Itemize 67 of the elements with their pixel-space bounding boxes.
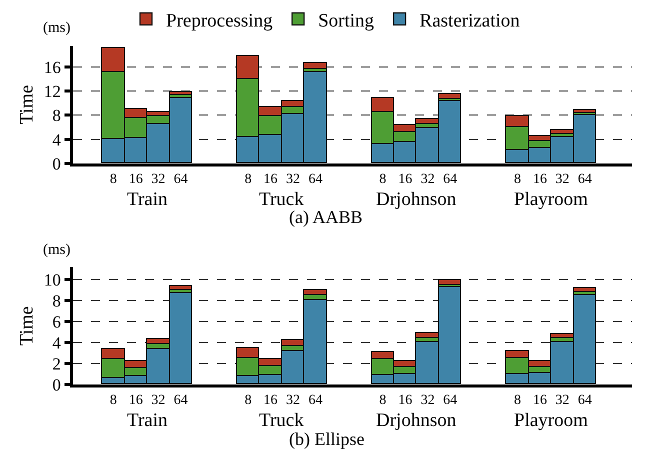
text: (ms) — [43, 20, 70, 36]
x-tick-label: 64 — [443, 393, 458, 408]
y-axis-title: Time — [16, 84, 38, 124]
bar — [438, 278, 461, 286]
x-tick-label: 32 — [151, 172, 166, 187]
x-tick-label: 64 — [174, 393, 188, 408]
y-tick-label: 4 — [52, 130, 62, 150]
x-tick-label: 16 — [264, 393, 278, 408]
text: (a) AABB — [289, 207, 362, 227]
y-tick-label: 10 — [44, 270, 61, 290]
y-tick-label: 12 — [44, 82, 61, 102]
x-tick-label: 8 — [379, 172, 386, 187]
x-tick-label: 32 — [420, 172, 435, 187]
text: Truck — [259, 410, 304, 431]
text: Train — [127, 189, 168, 210]
x-tick-label: 8 — [110, 172, 117, 187]
text: Playroom — [514, 410, 588, 431]
y-tick-label: 2 — [52, 354, 61, 374]
x-tick-label: 16 — [532, 172, 547, 187]
legend-label: Rasterization — [420, 10, 520, 32]
y-tick-label: 0 — [52, 376, 61, 394]
x-tick-label: 8 — [514, 393, 522, 408]
y-tick-label: 8 — [52, 292, 61, 311]
x-tick-label: 32 — [420, 393, 435, 408]
text: (ms) — [43, 242, 70, 258]
text: Drjohnson — [376, 189, 457, 210]
x-tick-label: 64 — [443, 172, 458, 187]
x-tick-label: 16 — [398, 172, 412, 187]
x-tick-label: 64 — [308, 172, 322, 187]
x-tick-label: 8 — [514, 172, 522, 187]
x-tick-label: 8 — [110, 393, 117, 408]
y-tick-label: 6 — [52, 312, 61, 332]
x-tick-label: 8 — [379, 393, 386, 408]
x-tick-label: 32 — [286, 393, 300, 408]
text: Truck — [259, 189, 304, 210]
bar — [168, 284, 192, 290]
x-tick-label: 16 — [128, 393, 143, 408]
y-axis-title: Time — [16, 306, 38, 346]
text: (b) Ellipse — [289, 429, 364, 449]
x-tick-label: 16 — [128, 172, 143, 187]
x-tick-label: 16 — [532, 393, 547, 408]
text: Train — [127, 410, 168, 431]
y-tick-label: 0 — [52, 154, 61, 174]
x-tick-label: 32 — [151, 393, 166, 408]
x-tick-label: 32 — [555, 172, 570, 187]
x-tick-label: 8 — [244, 393, 252, 408]
x-tick-label: 16 — [264, 172, 278, 187]
bar — [438, 92, 461, 99]
bar — [302, 62, 327, 69]
x-tick-label: 64 — [578, 172, 592, 187]
x-tick-label: 64 — [174, 172, 188, 187]
bar — [168, 90, 192, 95]
bar — [572, 108, 596, 113]
x-tick-label: 32 — [286, 172, 300, 187]
text: Playroom — [514, 189, 588, 210]
x-tick-label: 8 — [244, 172, 252, 187]
x-tick-label: 32 — [555, 393, 570, 408]
legend-label: Preprocessing — [166, 10, 274, 32]
x-tick-label: 64 — [578, 393, 592, 408]
x-tick-label: 64 — [308, 393, 322, 408]
y-tick-label: 8 — [52, 106, 61, 126]
y-tick-label: 16 — [44, 58, 61, 78]
y-tick-label: 4 — [52, 334, 62, 353]
text: Drjohnson — [376, 410, 457, 431]
legend-label: Sorting — [318, 10, 375, 32]
x-tick-label: 16 — [398, 393, 412, 408]
bar — [572, 286, 596, 292]
